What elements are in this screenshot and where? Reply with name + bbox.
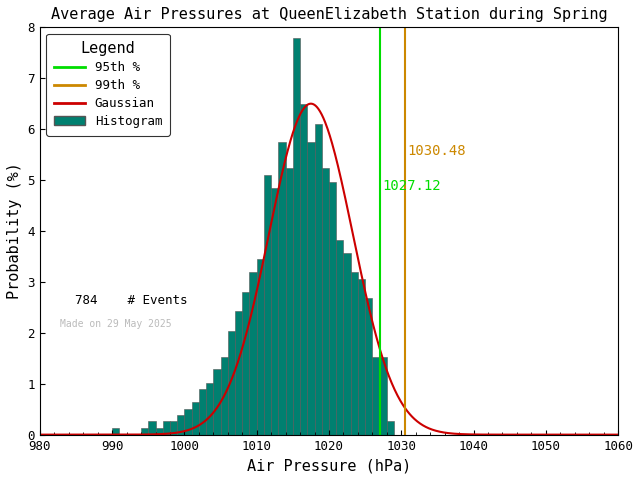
Bar	[293, 38, 300, 434]
Bar	[336, 240, 344, 434]
Bar	[221, 357, 228, 434]
Gaussian	[36, 432, 44, 437]
Bar	[250, 272, 257, 434]
Bar	[278, 143, 285, 434]
Title: Average Air Pressures at QueenElizabeth Station during Spring: Average Air Pressures at QueenElizabeth …	[51, 7, 607, 22]
Bar	[112, 428, 120, 434]
Bar	[156, 428, 163, 434]
Bar	[307, 143, 314, 434]
Bar	[213, 370, 221, 434]
Bar	[329, 181, 336, 434]
Gaussian	[614, 432, 622, 437]
Gaussian	[291, 125, 298, 131]
Bar	[235, 311, 242, 434]
Bar	[372, 357, 380, 434]
Bar	[387, 421, 394, 434]
Bar	[199, 389, 206, 434]
Bar	[264, 175, 271, 434]
Gaussian	[434, 428, 442, 434]
Gaussian	[307, 101, 315, 107]
Text: 784    # Events: 784 # Events	[60, 294, 188, 307]
Gaussian	[488, 432, 495, 437]
Bar	[206, 383, 213, 434]
Gaussian	[498, 432, 506, 437]
X-axis label: Air Pressure (hPa): Air Pressure (hPa)	[247, 458, 411, 473]
Bar	[380, 357, 387, 434]
Legend: 95th %, 99th %, Gaussian, Histogram: 95th %, 99th %, Gaussian, Histogram	[46, 34, 170, 135]
Bar	[358, 279, 365, 434]
Bar	[365, 298, 372, 434]
Gaussian	[270, 208, 278, 214]
Bar	[271, 188, 278, 434]
Text: Made on 29 May 2025: Made on 29 May 2025	[60, 319, 172, 328]
Y-axis label: Probability (%): Probability (%)	[7, 163, 22, 300]
Bar	[344, 253, 351, 434]
Bar	[257, 259, 264, 434]
Bar	[322, 168, 329, 434]
Bar	[242, 291, 250, 434]
Bar	[300, 104, 307, 434]
Bar	[191, 402, 199, 434]
Bar	[170, 421, 177, 434]
Bar	[228, 331, 235, 434]
Bar	[177, 415, 184, 434]
Bar	[148, 421, 156, 434]
Bar	[163, 421, 170, 434]
Bar	[351, 272, 358, 434]
Bar	[141, 428, 148, 434]
Text: 1027.12: 1027.12	[383, 179, 441, 193]
Bar	[184, 408, 191, 434]
Text: 1030.48: 1030.48	[407, 144, 465, 157]
Line: Gaussian: Gaussian	[40, 104, 618, 434]
Bar	[285, 168, 293, 434]
Gaussian	[95, 432, 103, 437]
Bar	[314, 123, 322, 434]
